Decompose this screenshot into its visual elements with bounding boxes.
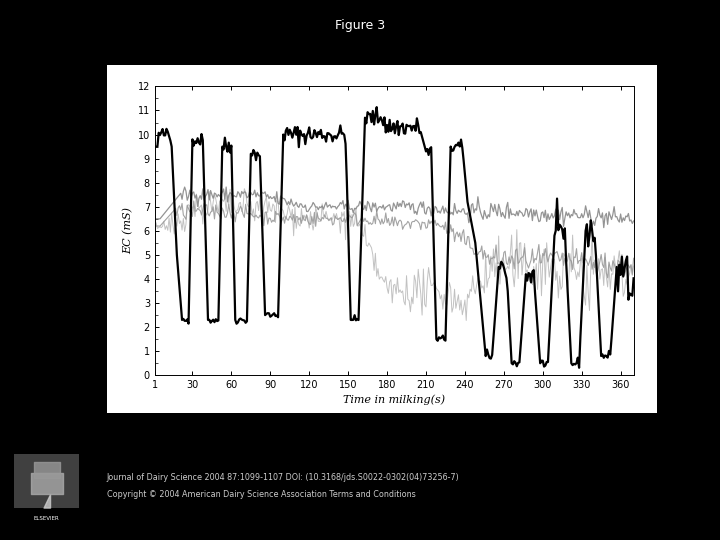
Y-axis label: EC (mS): EC (mS) [123,207,133,254]
Text: ELSEVIER: ELSEVIER [34,516,60,521]
Text: Copyright © 2004 American Dairy Science Association Terms and Conditions: Copyright © 2004 American Dairy Science … [107,490,415,498]
Text: Figure 3: Figure 3 [335,19,385,32]
Text: Journal of Dairy Science 2004 87:1099-1107 DOI: (10.3168/jds.S0022-0302(04)73256: Journal of Dairy Science 2004 87:1099-11… [107,474,459,482]
X-axis label: Time in milking(s): Time in milking(s) [343,394,445,405]
